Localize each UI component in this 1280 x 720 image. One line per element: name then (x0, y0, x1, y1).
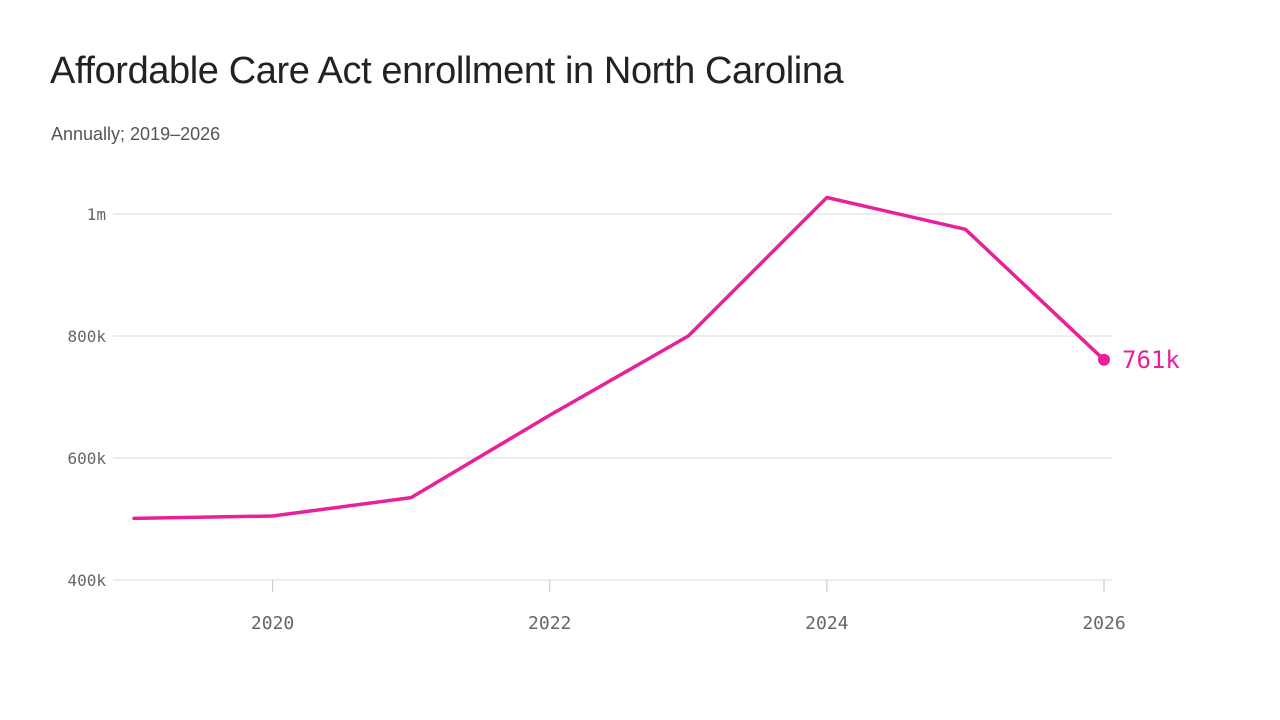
data-point-2026 (1098, 353, 1110, 366)
series-layer: 761k (132, 195, 1180, 521)
y-tick-label-400k: 400k (67, 571, 106, 590)
chart-title: Affordable Care Act enrollment in North … (50, 50, 844, 92)
y-tick-label-800k: 800k (67, 327, 106, 346)
y-tick-label-1m: 1m (87, 205, 106, 224)
y-axis-labels: 400k 600k 800k 1m (67, 205, 106, 590)
series-line-0 (132, 195, 1106, 521)
x-tick-label-2024: 2024 (805, 613, 848, 634)
y-tick-label-600k: 600k (67, 449, 106, 468)
x-tick-label-2020: 2020 (251, 613, 294, 634)
gridlines (113, 213, 1112, 581)
x-tick-label-2026: 2026 (1082, 613, 1125, 634)
x-axis-labels: 2020 2022 2024 2026 (251, 613, 1126, 634)
x-tick-label-2022: 2022 (528, 613, 571, 634)
x-axis-ticks (271, 580, 1105, 592)
chart-subtitle: Annually; 2019–2026 (51, 124, 221, 144)
end-value-label: 761k (1122, 346, 1180, 374)
